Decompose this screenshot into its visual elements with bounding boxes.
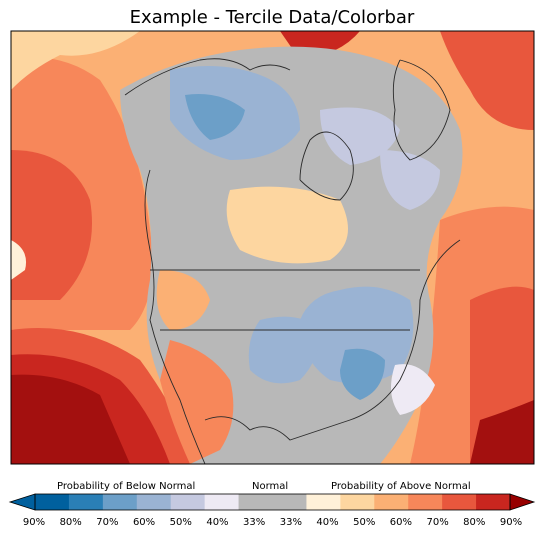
below-normal-label: Probability of Below Normal: [57, 481, 196, 492]
colorbar-tick-label: 60%: [389, 517, 413, 528]
map-title: Example - Tercile Data/Colorbar: [129, 7, 415, 28]
colorbar-segment: [272, 494, 307, 510]
normal-label: Normal: [252, 481, 289, 492]
above-normal-label: Probability of Above Normal: [331, 481, 471, 492]
colorbar-tick-label: 33%: [279, 517, 302, 528]
colorbar-tick-label: 33%: [243, 517, 266, 528]
colorbar-tick-label: 50%: [169, 517, 192, 528]
colorbar-tick-label: 90%: [22, 517, 46, 528]
colorbar-segment: [476, 494, 511, 510]
colorbar-segment: [136, 494, 172, 510]
colorbar-segment: [306, 494, 341, 510]
colorbar-tick-label: 90%: [499, 517, 523, 528]
colorbar-tick-label: 40%: [316, 517, 339, 528]
colorbar: [8, 493, 536, 511]
colorbar-segment: [238, 494, 273, 510]
colorbar-tick-label: 80%: [463, 517, 486, 528]
colorbar-tick-label: 70%: [426, 517, 449, 528]
colorbar-max-extend: [509, 493, 536, 511]
colorbar-segment: [68, 494, 104, 510]
colorbar-segment: [374, 494, 409, 510]
colorbar-segment: [102, 494, 138, 510]
colorbar-frame: [34, 493, 511, 511]
probability-field: [11, 31, 534, 464]
colorbar-segment: [204, 494, 240, 510]
colorbar-tick-label: 50%: [353, 517, 376, 528]
map-frame: [10, 30, 535, 465]
colorbar-segment: [35, 494, 70, 510]
colorbar-tick-label: 80%: [59, 517, 82, 528]
colorbar-tick-label: 60%: [132, 517, 156, 528]
colorbar-min-extend: [8, 493, 36, 511]
colorbar-segment: [340, 494, 375, 510]
colorbar-segment: [170, 494, 206, 510]
colorbar-segment: [408, 494, 443, 510]
colorbar-segment: [442, 494, 477, 510]
colorbar-tick-label: 40%: [206, 517, 229, 528]
coastlines: [124, 58, 461, 464]
colorbar-tick-label: 70%: [96, 517, 119, 528]
